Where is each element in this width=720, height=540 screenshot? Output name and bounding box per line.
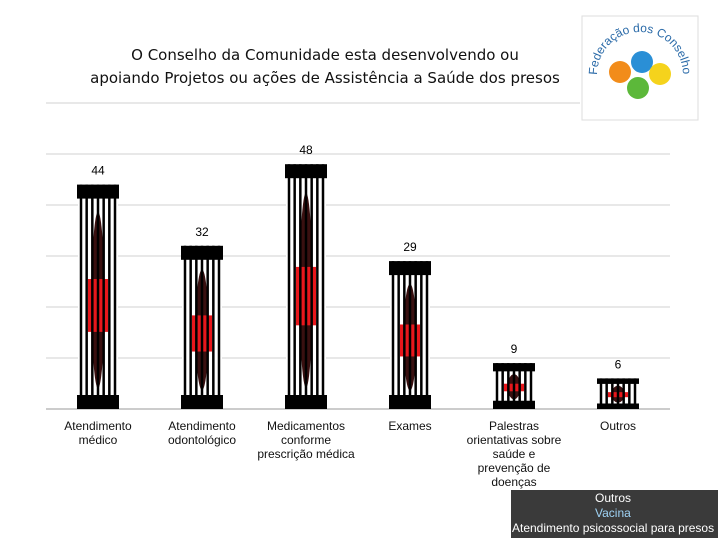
note: Atendimento psicossocial para presos bbox=[512, 521, 715, 535]
x-tick-label: Palestras orientativas sobre saúde e pre… bbox=[466, 419, 562, 489]
bar bbox=[493, 363, 535, 409]
logo-piece bbox=[609, 61, 631, 83]
cell-top bbox=[597, 378, 639, 384]
cell-bottom bbox=[493, 400, 535, 409]
cell-top bbox=[389, 261, 431, 276]
notes: Outros Vacina Atendimento psicossocial p… bbox=[511, 490, 718, 538]
value-label: 48 bbox=[299, 143, 313, 157]
note: Vacina bbox=[595, 506, 631, 520]
value-label: 32 bbox=[195, 225, 209, 239]
bar bbox=[77, 184, 119, 409]
cell-bottom bbox=[389, 395, 431, 409]
cell-top bbox=[493, 363, 535, 372]
bar bbox=[181, 245, 223, 409]
bar bbox=[389, 261, 431, 409]
cell-top bbox=[77, 184, 119, 199]
bar bbox=[285, 164, 327, 409]
x-tick-label: Medicamentos conforme prescrição médica bbox=[257, 419, 355, 461]
value-label: 29 bbox=[403, 240, 417, 254]
x-tick-label: Atendimento odontológico bbox=[167, 419, 237, 447]
logo-piece bbox=[627, 77, 649, 99]
logo-piece bbox=[649, 63, 671, 85]
value-label: 44 bbox=[91, 164, 105, 178]
cell-bottom bbox=[77, 395, 119, 409]
value-label: 9 bbox=[511, 342, 518, 356]
x-tick-label: Atendimento médico bbox=[64, 419, 132, 447]
chart-title: O Conselho da Comunidade esta desenvolve… bbox=[90, 46, 560, 87]
cell-top bbox=[181, 245, 223, 260]
cell-bottom bbox=[597, 403, 639, 409]
bar bbox=[597, 378, 639, 409]
cell-top bbox=[285, 164, 327, 179]
cell-bottom bbox=[181, 395, 223, 409]
logo-piece bbox=[631, 51, 653, 73]
x-tick-label: Outros bbox=[599, 419, 636, 433]
cell-bottom bbox=[285, 395, 327, 409]
value-label: 6 bbox=[615, 357, 622, 371]
note: Outros bbox=[595, 491, 632, 505]
x-tick-label: Exames bbox=[388, 419, 432, 433]
